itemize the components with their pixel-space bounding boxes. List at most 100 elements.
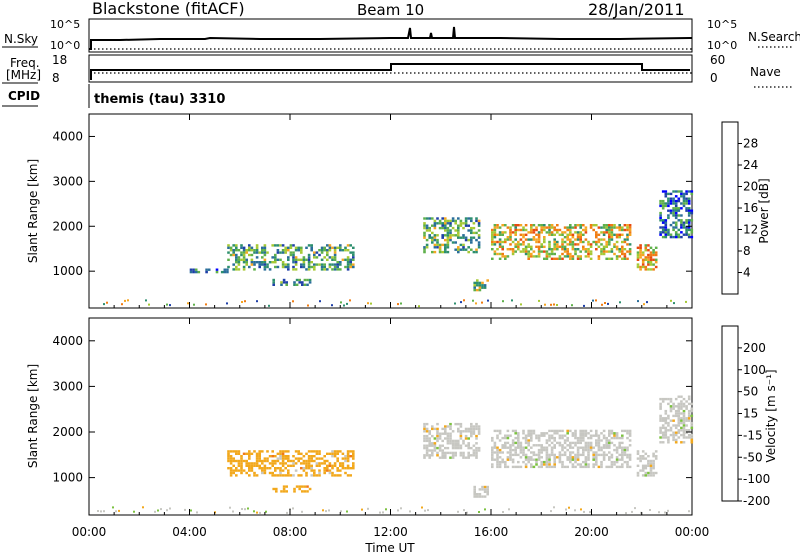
velocity-echo-cell (227, 459, 230, 463)
velocity-echo-cell (501, 436, 504, 440)
power-echo-cell (530, 226, 533, 229)
power-echo-cell (491, 240, 494, 244)
power-echo-cell (470, 217, 473, 220)
power-echo-cell (457, 250, 460, 254)
power-echo-cell (326, 249, 329, 252)
velocity-echo-cell (514, 441, 517, 445)
velocity-echo-cell (682, 417, 686, 420)
power-echo-cell (550, 231, 554, 234)
velocity-echo-cell (680, 405, 683, 408)
power-echo-cell (320, 258, 324, 261)
velocity-echo-cell (569, 451, 572, 454)
velocity-echo-cell (444, 430, 447, 433)
power-echo-cell (576, 255, 580, 258)
velocity-echo-cell (535, 463, 538, 466)
velocity-echo-cell (659, 414, 662, 418)
power-echo-cell (550, 248, 554, 251)
power-echo-cell (423, 236, 426, 239)
power-echo-cell (237, 261, 241, 264)
velocity-echo-cell (682, 429, 686, 432)
power-echo-cell (298, 281, 301, 284)
power-echo-cell (600, 252, 603, 256)
velocity-echo-cell (297, 474, 300, 477)
velocity-echo-cell (331, 467, 334, 470)
velocity-echo-cell (574, 436, 577, 440)
velocity-echo-cell (279, 457, 282, 460)
velocity-echo-cell (563, 441, 567, 445)
power-echo-cell (451, 226, 455, 230)
power-echo-cell (294, 268, 298, 271)
power-echo-cell (194, 270, 198, 274)
velocity-echo-cell (677, 436, 681, 439)
velocity-echo-cell (305, 467, 308, 470)
velocity-echo-cell (636, 471, 640, 475)
velocity-echo-cell (511, 429, 515, 433)
power-echo-cell (628, 228, 632, 232)
power-echo-cell (331, 256, 334, 259)
power-echo-cell (303, 278, 307, 282)
power-echo-cell (478, 284, 482, 287)
power-echo-cell (457, 217, 460, 220)
velocity-echo-cell (608, 451, 611, 454)
velocity-echo-cell (473, 490, 476, 493)
velocity-echo-cell (509, 458, 512, 461)
velocity-echo-cell (245, 462, 248, 465)
velocity-echo-cell (680, 433, 683, 437)
velocity-echo-cell (574, 465, 577, 469)
power-echo-cell (240, 244, 243, 247)
power-echo-cell (263, 246, 267, 249)
velocity-echo-cell (464, 430, 468, 433)
power-echo-cell (235, 256, 238, 259)
x-ticklabel: 08:00 (273, 525, 308, 539)
velocity-echo-cell (491, 456, 494, 459)
velocity-echo-cell (491, 458, 494, 461)
velocity-echo-cell (339, 464, 342, 467)
power-echo-cell (460, 301, 462, 304)
power-echo-cell (318, 249, 321, 252)
velocity-echo-cell (484, 508, 486, 511)
power-echo-cell (229, 249, 233, 252)
velocity-echo-cell (258, 459, 261, 463)
power-echo-cell (473, 281, 476, 285)
velocity-echo-cell (496, 434, 499, 437)
velocity-echo-cell (584, 448, 588, 452)
power-echo-cell (449, 222, 452, 225)
power-echo-cell (639, 265, 642, 269)
power-echo-cell (491, 236, 494, 239)
velocity-echo-cell (561, 444, 564, 447)
velocity-echo-cell (674, 438, 678, 442)
velocity-echo-cell (459, 434, 463, 438)
velocity-echo-cell (274, 469, 277, 472)
velocity-echo-cell (462, 439, 465, 443)
power-echo-cell (509, 243, 512, 246)
power-echo-cell (623, 252, 627, 256)
power-echo-cell (619, 301, 621, 304)
velocity-echo-cell (496, 463, 499, 466)
velocity-echo-cell (545, 465, 549, 469)
velocity-echo-cell (294, 462, 298, 465)
velocity-echo-cell (478, 488, 482, 491)
power-echo-cell (328, 256, 332, 259)
velocity-echo-cell (421, 506, 423, 509)
velocity-echo-cell (652, 459, 655, 463)
power-echo-cell (677, 228, 681, 232)
velocity-echo-cell (253, 474, 256, 477)
velocity-echo-cell (511, 439, 515, 442)
power-echo-cell (576, 231, 580, 234)
velocity-echo-cell (255, 459, 259, 463)
station-title: Blackstone (fitACF) (92, 0, 245, 18)
power-echo-cell (537, 231, 541, 234)
velocity-echo-cell (608, 441, 611, 445)
power-echo-cell (639, 249, 642, 252)
velocity-echo-cell (548, 436, 551, 440)
velocity-echo-cell (597, 448, 601, 452)
velocity-echo-cell (649, 509, 651, 511)
power-echo-cell (579, 250, 582, 253)
velocity-echo-cell (323, 469, 326, 472)
power-echo-cell (397, 303, 399, 306)
power-echo-cell (517, 248, 520, 251)
velocity-echo-cell (307, 467, 311, 470)
power-echo-cell (685, 233, 688, 236)
power-echo-cell (470, 236, 473, 239)
velocity-echo-cell (530, 465, 533, 469)
